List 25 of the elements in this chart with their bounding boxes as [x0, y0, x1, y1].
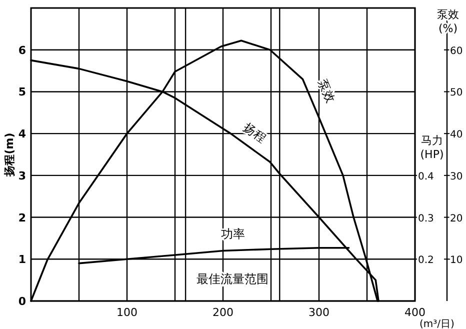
y2-tick-label: 60 — [450, 46, 463, 57]
y2-tick-label: 10 — [450, 255, 463, 266]
y3-tick-label: 0.4 — [418, 171, 434, 182]
y2-tick-label: 40 — [450, 130, 463, 141]
y-tick-label: 6 — [18, 44, 26, 57]
y-tick-label: 0 — [18, 295, 26, 308]
y-tick-label: 1 — [18, 253, 26, 266]
y-tick-label: 4 — [18, 128, 26, 141]
y-tick-label: 3 — [18, 169, 26, 182]
text: 泵效 — [315, 77, 338, 105]
x-axis-title: (m³/日) — [420, 319, 455, 329]
y2-tick-label: 20 — [450, 213, 463, 224]
text: 扬程 — [240, 120, 269, 146]
y-axis-title: 扬程(m) — [3, 132, 16, 178]
x-tick-label: 100 — [116, 306, 138, 319]
x-tick-label: 200 — [212, 306, 234, 319]
y-tick-label: 2 — [18, 211, 26, 224]
x-tick-label: 400 — [404, 306, 426, 319]
y3-tick-label: 0.2 — [418, 255, 434, 266]
x-tick-label: 300 — [308, 306, 330, 319]
y2-tick-label: 30 — [450, 171, 463, 182]
y-tick-label: 5 — [18, 86, 26, 99]
y3-axis-title: 马力 (HP) — [420, 134, 444, 161]
y2-tick-label: 50 — [450, 88, 463, 99]
y3-tick-label: 0.3 — [418, 213, 434, 224]
